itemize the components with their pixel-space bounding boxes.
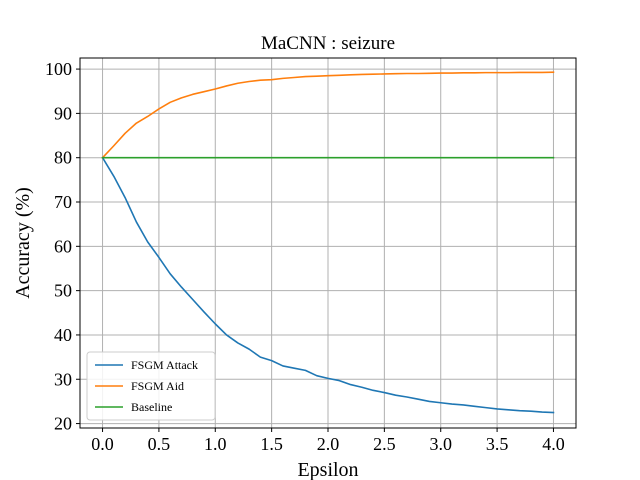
x-tick-label: 2.0 [317,434,340,454]
series-line-fsgm-attack [101,156,555,414]
y-tick-label: 20 [54,414,72,434]
y-tick-label: 90 [54,103,72,123]
series-layer [101,71,555,414]
legend-box [86,351,216,421]
legend-label: FSGM Aid [131,379,184,393]
x-tick-label: 0.5 [148,434,171,454]
chart-title: MaCNN : seizure [261,33,395,54]
legend: FSGM Attack FSGM Aid Baseline [86,351,216,421]
y-tick-label: 50 [54,281,72,301]
x-tick-label: 1.0 [204,434,227,454]
x-axis-label: Epsilon [297,459,358,480]
x-tick-label: 2.5 [373,434,396,454]
x-tick-label: 0.0 [91,434,114,454]
x-tick-label: 1.5 [260,434,283,454]
y-axis-label: Accuracy (%) [12,187,34,299]
series-line-fsgm-aid [101,71,555,159]
x-tick-label: 3.0 [429,434,452,454]
legend-label: FSGM Attack [131,358,198,372]
y-tick-label: 100 [45,59,72,79]
axis-ticks: 0.0 0.5 1.0 1.5 2.0 2.5 3.0 3.5 4.0 20 30 40 50 60 70 8… [45,59,565,454]
legend-label: Baseline [131,400,172,414]
y-tick-label: 60 [54,236,72,256]
y-tick-label: 30 [54,369,72,389]
x-tick-label: 3.5 [486,434,509,454]
x-tick-label: 4.0 [542,434,565,454]
y-tick-label: 70 [54,192,72,212]
y-tick-label: 80 [54,148,72,168]
y-tick-label: 40 [54,325,72,345]
